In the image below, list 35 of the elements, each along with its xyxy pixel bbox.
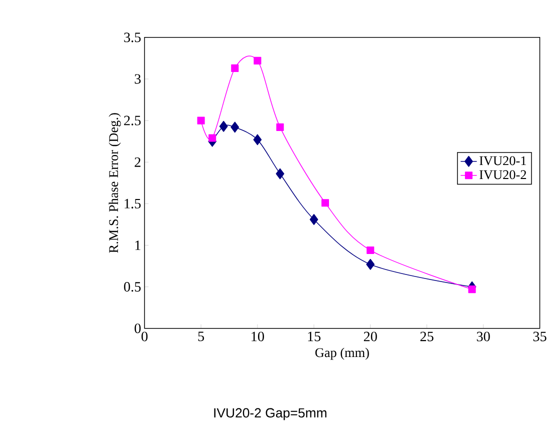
x-tick-label: 10	[252, 332, 264, 342]
y-tick-label: 3	[134, 74, 141, 84]
x-axis-title: Gap (mm)	[315, 348, 369, 360]
y-tick-label: 0	[134, 324, 141, 334]
point	[230, 122, 240, 133]
point	[219, 121, 228, 132]
x-tick-label: 25	[420, 332, 434, 342]
point	[276, 168, 284, 180]
y-axis-title: R.M.S. Phase Error (Deg.)	[108, 113, 121, 254]
point	[254, 57, 262, 65]
legend-label: IVU20-2	[480, 170, 526, 180]
y-tick-label: 2.5	[124, 116, 141, 126]
point	[197, 117, 205, 125]
x-tick-label: 35	[533, 332, 546, 342]
point	[208, 134, 216, 142]
point	[366, 246, 374, 254]
y-tick-label: 1	[135, 240, 140, 250]
point	[321, 199, 330, 207]
x-tick-label: 15	[308, 332, 320, 342]
point	[310, 214, 318, 226]
y-tick-label: 0.5	[124, 282, 141, 292]
point	[253, 134, 262, 146]
x-tick-label: 20	[364, 332, 377, 342]
point	[366, 259, 375, 270]
text: IVU20-2 Gap=5mm	[214, 408, 326, 420]
y-tick-label: 2	[134, 158, 140, 168]
y-tick-label: 1.5	[124, 199, 141, 209]
point	[231, 64, 239, 72]
y-tick-label: 3.5	[124, 32, 141, 42]
x-tick-label: 0	[142, 332, 148, 342]
point	[468, 286, 476, 294]
x-tick-label: 5	[198, 332, 204, 342]
legend-label: IVU20-1	[480, 156, 526, 166]
x-tick-label: 30	[476, 332, 490, 342]
point	[276, 124, 284, 132]
